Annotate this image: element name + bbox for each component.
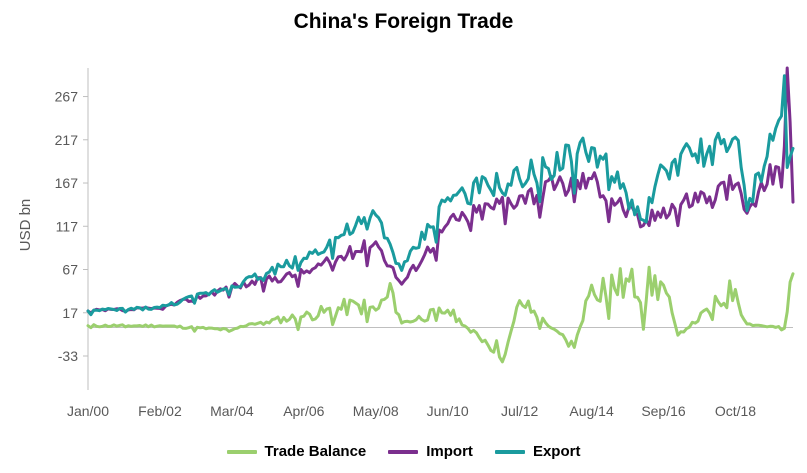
- x-tick-label: Feb/02: [138, 403, 182, 419]
- chart-legend: Trade Balance Import Export: [0, 443, 807, 460]
- series-line-export: [86, 74, 795, 317]
- x-tick-label: Sep/16: [641, 403, 686, 419]
- x-tick-label: Aug/14: [569, 403, 614, 419]
- legend-swatch: [226, 449, 257, 454]
- x-tick-label: Jan/00: [67, 403, 109, 419]
- y-axis: -33 17 67 117 167 217 267: [55, 68, 89, 390]
- y-axis-label: USD bn: [17, 199, 34, 252]
- y-tick-label: 117: [56, 218, 79, 234]
- legend-label: Trade Balance: [264, 443, 367, 460]
- x-tick-label: Jul/12: [501, 403, 539, 419]
- chart-title: China's Foreign Trade: [293, 10, 514, 33]
- legend-item-export: Export: [494, 443, 581, 460]
- series-line-trade-balance: [86, 265, 795, 364]
- y-tick-label: 17: [62, 305, 78, 321]
- legend-item-import: Import: [388, 443, 473, 460]
- series-lines: [86, 66, 795, 364]
- x-axis: Jan/00 Feb/02 Mar/04 Apr/06 May/08 Jun/10 Jul/…: [67, 326, 793, 419]
- x-tick-label: Jun/10: [427, 403, 469, 419]
- chart-plot: -33 17 67 117 167 217 267 Jan/00 Feb/02 Mar/04 Ap…: [17, 66, 795, 419]
- legend-label: Export: [532, 443, 581, 460]
- y-tick-label: 67: [62, 262, 78, 278]
- x-tick-label: Oct/18: [715, 403, 756, 419]
- legend-item-trade-balance: Trade Balance: [226, 443, 367, 460]
- x-tick-label: Mar/04: [210, 403, 254, 419]
- y-tick-label: 267: [55, 89, 79, 105]
- legend-label: Import: [426, 443, 473, 460]
- y-tick-label: 217: [55, 132, 79, 148]
- legend-swatch: [388, 449, 419, 454]
- x-tick-label: May/08: [353, 403, 399, 419]
- y-tick-label: -33: [58, 348, 78, 364]
- legend-swatch: [494, 449, 525, 454]
- x-tick-label: Apr/06: [283, 403, 324, 419]
- series-line-import: [86, 66, 795, 315]
- y-tick-label: 167: [55, 175, 79, 191]
